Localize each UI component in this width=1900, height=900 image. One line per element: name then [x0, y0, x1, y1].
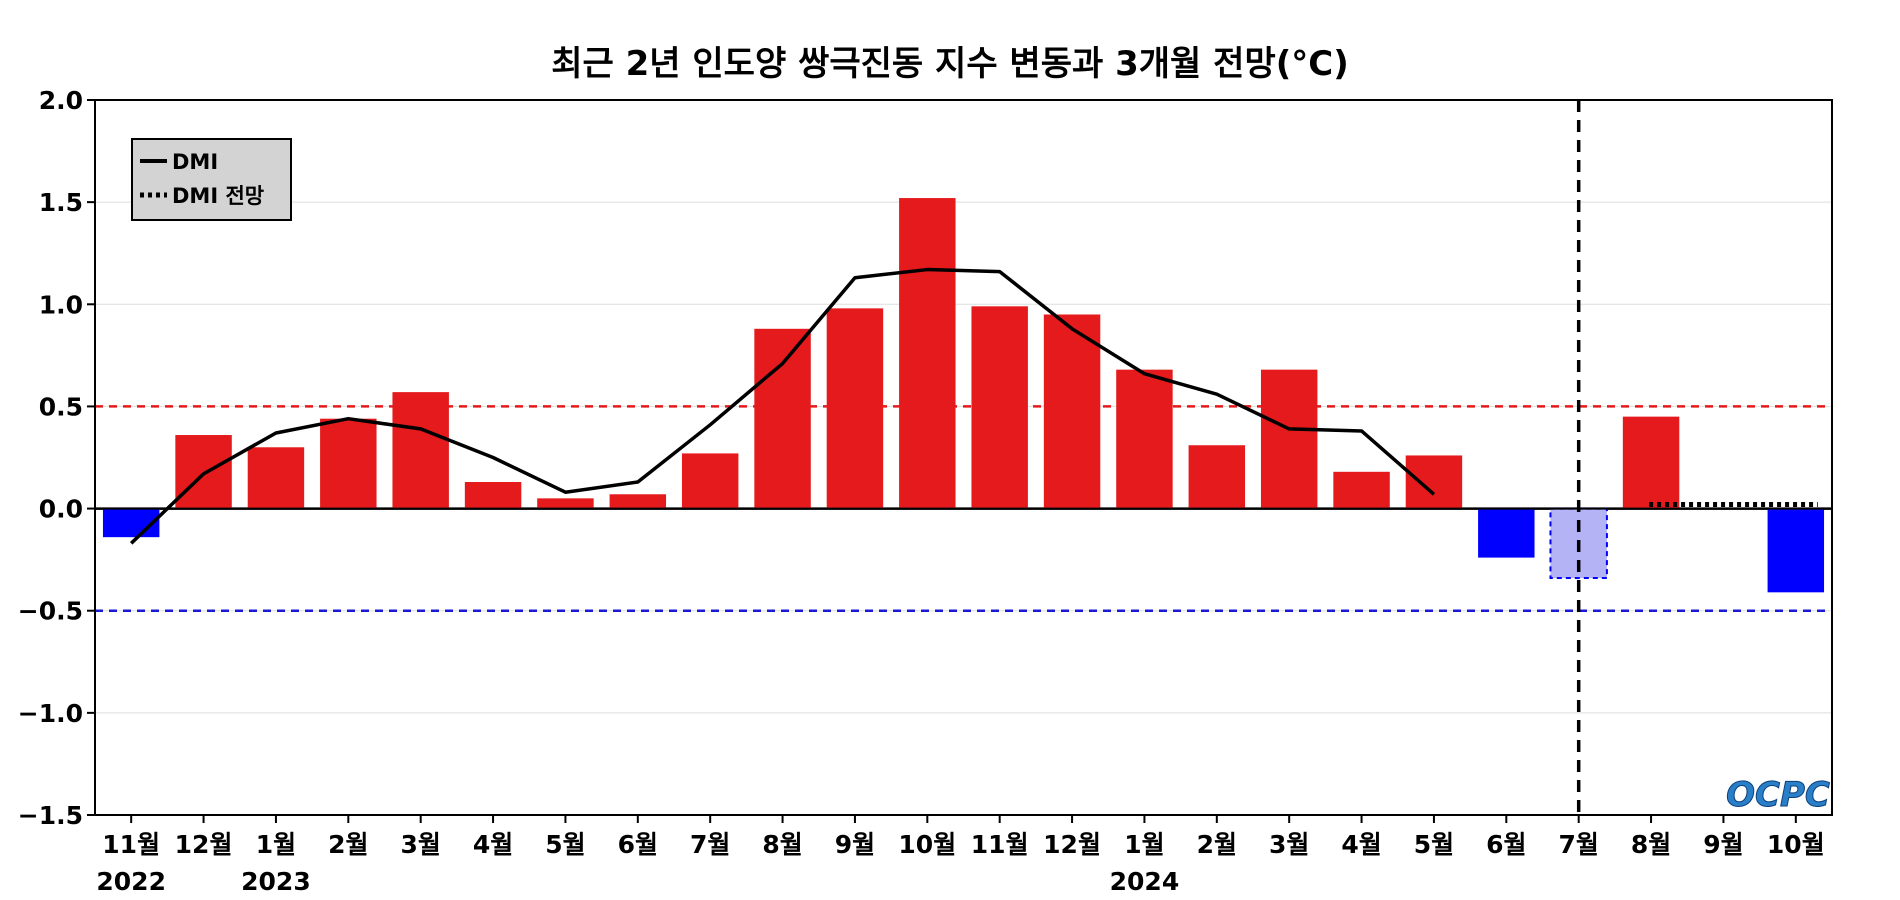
bar	[1405, 455, 1463, 509]
y-tick-label: 0.0	[39, 495, 83, 524]
x-tick-label: 12월	[175, 830, 233, 859]
bar	[175, 435, 232, 509]
x-tick-label: 6월	[618, 830, 658, 859]
x-tick-label: 12월	[1043, 830, 1101, 859]
bar	[609, 494, 667, 509]
x-tick-label: 5월	[545, 830, 585, 859]
x-tick-label: 3월	[1269, 830, 1309, 859]
bar	[971, 306, 1028, 509]
bar	[681, 453, 739, 509]
x-tick-label: 7월	[1558, 830, 1598, 859]
bar	[392, 392, 449, 509]
x-tick-label: 3월	[400, 830, 440, 859]
bar	[1116, 369, 1173, 509]
bar	[1188, 445, 1246, 509]
x-year-label: 2023	[241, 867, 311, 896]
x-axis: 11월 12월 1월 2월 3월 4월 5월 6월 7월 8월 9월 10월 11월 12월 1월 2월 3월 4…	[96, 815, 1825, 896]
legend: DMI DMI 전망	[131, 138, 292, 221]
x-tick-label: 8월	[762, 830, 802, 859]
bar	[1767, 508, 1825, 593]
x-tick-label: 10월	[898, 830, 956, 859]
y-tick-label: 0.5	[39, 392, 83, 421]
bar	[1622, 416, 1680, 509]
y-tick-label: −1.0	[18, 699, 83, 728]
x-tick-label: 2월	[1197, 830, 1237, 859]
x-tick-label: 4월	[1341, 830, 1381, 859]
legend-box	[131, 138, 292, 221]
bar	[1260, 369, 1318, 509]
x-tick-label: 1월	[256, 830, 296, 859]
bar	[464, 482, 522, 509]
bar	[1043, 314, 1101, 509]
bar	[247, 447, 305, 509]
bar	[826, 308, 884, 509]
bar	[320, 418, 377, 509]
ocpc-logo: OCPC	[1726, 775, 1831, 816]
bar	[537, 498, 594, 509]
x-tick-label: 11월	[971, 830, 1029, 859]
bar	[1333, 471, 1390, 509]
x-tick-label: 5월	[1414, 830, 1454, 859]
x-year-label: 2022	[96, 867, 166, 896]
legend-label-dmi: DMI	[172, 150, 218, 174]
x-tick-label: 1월	[1124, 830, 1164, 859]
series-line-dmi	[129, 267, 1436, 545]
legend-label-forecast: DMI 전망	[172, 184, 264, 208]
y-tick-label: 1.5	[39, 188, 83, 217]
y-axis: 2.0 1.5 1.0 0.5 0.0 −0.5 −1.0 −1.5	[18, 86, 95, 830]
y-tick-label: −0.5	[18, 597, 83, 626]
x-tick-label: 7월	[690, 830, 730, 859]
bars	[95, 198, 1832, 593]
chart-title: 최근 2년 인도양 쌍극진동 지수 변동과 3개월 전망(°C)	[551, 44, 1349, 84]
y-tick-label: 2.0	[39, 86, 83, 115]
x-tick-label: 6월	[1486, 830, 1526, 859]
x-tick-label: 10월	[1767, 830, 1825, 859]
y-tick-label: 1.0	[39, 290, 83, 319]
bar	[899, 198, 956, 509]
x-tick-label: 4월	[473, 830, 513, 859]
x-tick-label: 9월	[835, 830, 875, 859]
x-year-label: 2024	[1110, 867, 1180, 896]
x-tick-label: 2월	[328, 830, 368, 859]
bar	[1478, 508, 1535, 558]
plot-frame	[94, 99, 1833, 816]
bar	[754, 328, 811, 509]
ocpc-logo-text: OCPC	[1726, 775, 1830, 815]
x-tick-label: 9월	[1703, 830, 1743, 859]
x-tick-label: 8월	[1631, 830, 1671, 859]
series-lines	[129, 267, 1818, 545]
y-tick-label: −1.5	[18, 801, 83, 830]
x-tick-label: 11월	[102, 830, 160, 859]
